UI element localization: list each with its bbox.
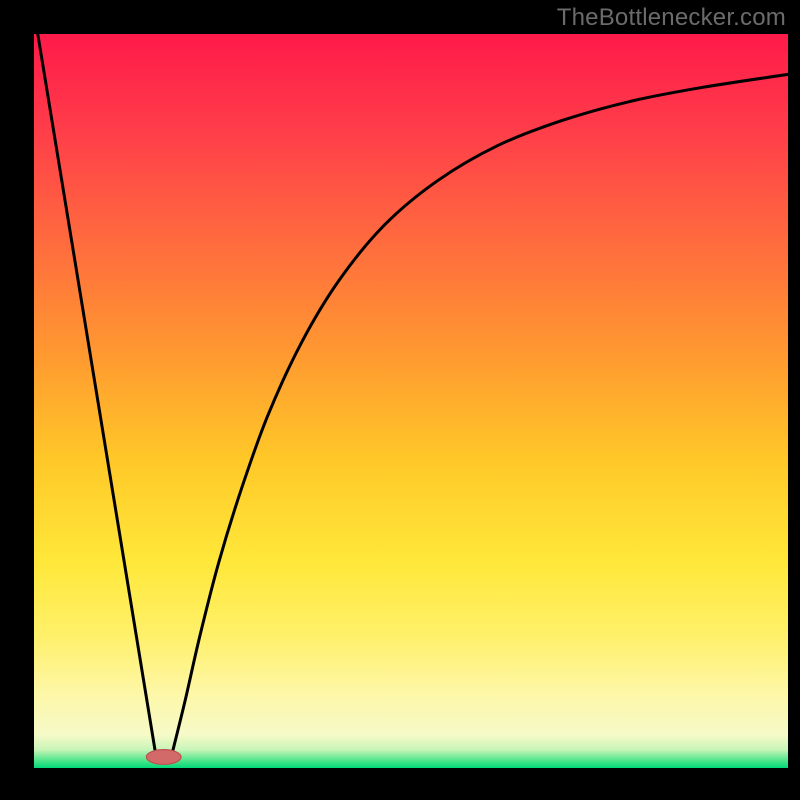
watermark-text: TheBottlenecker.com (557, 4, 786, 32)
chart-container: { "canvas": { "width": 800, "height": 80… (0, 0, 800, 800)
chart-svg (0, 0, 800, 800)
plot-background (34, 34, 788, 768)
vertex-marker (146, 750, 181, 765)
